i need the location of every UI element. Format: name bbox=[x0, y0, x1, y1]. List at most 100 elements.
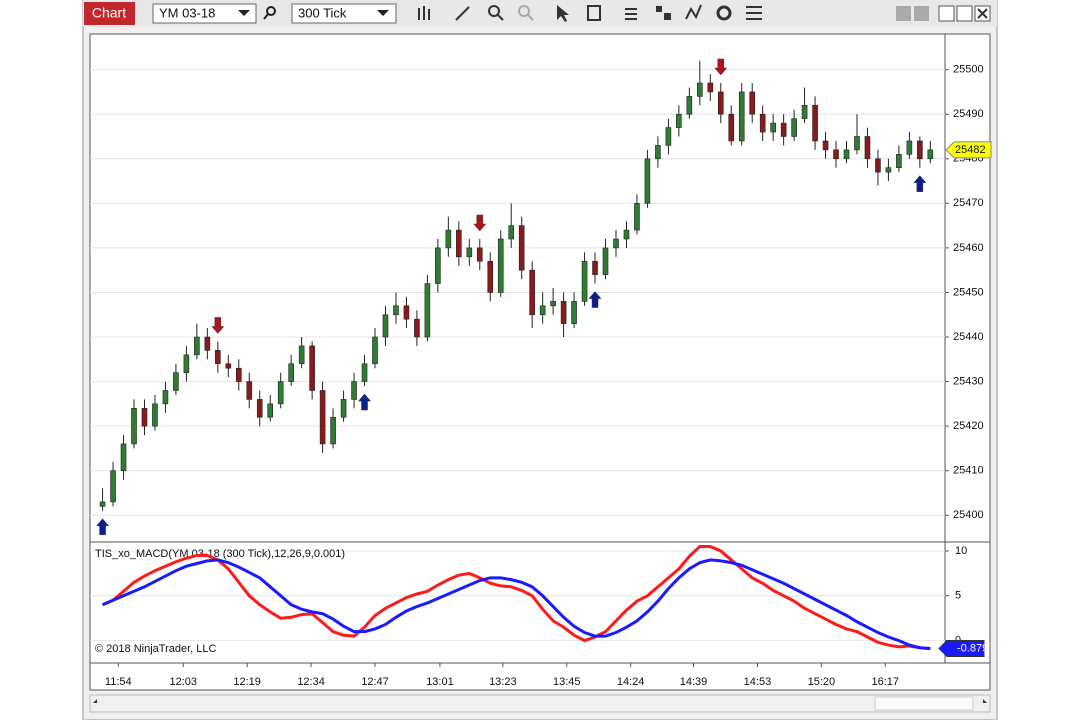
interval-select[interactable] bbox=[291, 3, 397, 24]
candle-body bbox=[529, 269, 535, 316]
candle-body bbox=[235, 367, 242, 382]
candle-body bbox=[194, 336, 200, 356]
x-tick-label: 14:39 bbox=[680, 676, 708, 688]
window-buttons[interactable] bbox=[896, 5, 991, 22]
x-tick-label: 16:17 bbox=[872, 676, 900, 688]
candle-body bbox=[864, 136, 871, 160]
interval: 300 Tick bbox=[298, 5, 347, 20]
x-tick-label: 13:45 bbox=[553, 676, 581, 688]
search-icon-handle bbox=[263, 13, 269, 20]
x-tick-label: 12:34 bbox=[297, 676, 325, 688]
buy-arrow bbox=[357, 393, 372, 411]
y-tick-label: 25470 bbox=[953, 197, 984, 209]
candle-body bbox=[896, 154, 902, 168]
candle-body bbox=[204, 336, 211, 351]
toolbar-icons[interactable] bbox=[418, 4, 762, 22]
candle-body bbox=[162, 390, 169, 405]
candle-body bbox=[456, 229, 462, 258]
candle-body bbox=[445, 229, 452, 249]
candle-body bbox=[298, 345, 305, 365]
candle-body bbox=[623, 229, 630, 240]
y-tick-label: 25490 bbox=[953, 108, 984, 120]
scrollbar[interactable] bbox=[89, 694, 991, 713]
candle-body bbox=[414, 318, 420, 338]
buy-arrow bbox=[96, 518, 110, 536]
scroll-thumb[interactable] bbox=[874, 696, 974, 711]
candle-body bbox=[173, 372, 179, 391]
candle-body bbox=[330, 416, 336, 445]
candle-body bbox=[801, 104, 808, 119]
candle-body bbox=[875, 158, 881, 173]
candle-body bbox=[319, 390, 326, 445]
candle-body bbox=[550, 301, 556, 307]
candle-body bbox=[592, 260, 598, 275]
candle-body bbox=[571, 301, 577, 324]
dropdown-arrow bbox=[238, 10, 250, 16]
x-tick-label: 14:24 bbox=[617, 676, 645, 688]
y-tick-label: 25410 bbox=[953, 465, 984, 477]
candle-body bbox=[246, 381, 253, 400]
y-tick-label: 5 bbox=[955, 590, 961, 602]
candle-body bbox=[152, 403, 158, 427]
candle-body bbox=[518, 225, 525, 271]
y-tick-label: 25440 bbox=[953, 331, 984, 343]
candle-body bbox=[361, 363, 368, 382]
last-value-flag bbox=[938, 639, 985, 657]
candle-body bbox=[686, 96, 693, 115]
candle-body bbox=[822, 140, 829, 151]
candle-body bbox=[917, 140, 923, 160]
y-tick-label: 10 bbox=[955, 545, 967, 557]
candle-body bbox=[676, 113, 682, 128]
candle-body bbox=[539, 305, 546, 316]
indicator-title: TIS_xo_MACD(YM 03-18 (300 Tick),12,26,9,… bbox=[95, 548, 345, 560]
x-tick-label: 12:47 bbox=[361, 676, 389, 688]
candle-body bbox=[120, 443, 127, 472]
candle-body bbox=[340, 399, 347, 418]
instrument: YM 03-18 bbox=[159, 5, 215, 20]
sell-arrow bbox=[473, 214, 487, 232]
window-title: Chart bbox=[92, 5, 126, 21]
candle-body bbox=[738, 91, 745, 142]
instrument-select[interactable] bbox=[152, 3, 257, 24]
x-tick-label: 12:03 bbox=[169, 676, 197, 688]
candle-body bbox=[110, 470, 116, 503]
candle-body bbox=[256, 399, 263, 418]
candle-body bbox=[707, 82, 714, 93]
candle-body bbox=[277, 381, 284, 405]
candle-body bbox=[435, 247, 441, 284]
candle-body bbox=[613, 238, 619, 249]
candle-body bbox=[466, 247, 473, 258]
candle-body bbox=[508, 225, 515, 240]
candle-body bbox=[843, 149, 850, 160]
candle-body bbox=[99, 501, 106, 507]
x-tick-label: 12:19 bbox=[233, 676, 261, 688]
last-value-label: -0.879 bbox=[957, 642, 988, 654]
candle-body bbox=[665, 127, 672, 146]
candle-body bbox=[560, 301, 567, 324]
candle-body bbox=[833, 149, 839, 160]
x-tick-label: 15:20 bbox=[808, 676, 836, 688]
candle-body bbox=[770, 122, 776, 133]
chart-area bbox=[89, 33, 991, 691]
y-tick-label: 25400 bbox=[953, 509, 984, 521]
x-tick-label: 11:54 bbox=[105, 676, 132, 688]
candle-body bbox=[717, 91, 724, 115]
last-price-flag bbox=[945, 141, 992, 159]
candle-body bbox=[288, 363, 294, 382]
candle-body bbox=[644, 158, 651, 204]
title-tab bbox=[84, 2, 135, 25]
candle-body bbox=[728, 113, 735, 142]
candle-body bbox=[351, 381, 357, 400]
search-icon[interactable] bbox=[266, 6, 276, 16]
dropdown-arrow bbox=[377, 10, 389, 16]
candle-body bbox=[655, 145, 661, 160]
candle-body bbox=[487, 260, 494, 293]
candle-body bbox=[382, 314, 389, 338]
candle-body bbox=[183, 354, 190, 373]
candle-body bbox=[309, 345, 315, 391]
buy-arrow bbox=[913, 175, 927, 192]
candle-body bbox=[854, 136, 860, 151]
x-tick-label: 13:01 bbox=[426, 676, 454, 688]
candle-body bbox=[476, 247, 483, 262]
